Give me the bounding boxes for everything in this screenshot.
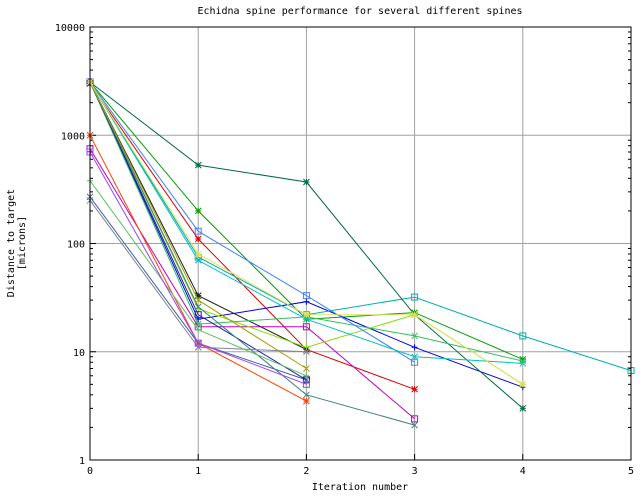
series-line (89, 151, 307, 385)
series-line (89, 81, 415, 363)
data-point (519, 380, 527, 388)
data-point (194, 207, 202, 215)
y-axis-label-line-2: [microns] (17, 216, 28, 270)
data-point (411, 353, 418, 361)
data-point (303, 348, 310, 356)
data-point (411, 421, 418, 429)
data-point (194, 256, 202, 264)
x-tick-label: 5 (628, 466, 634, 477)
data-point (303, 391, 310, 399)
data-point (303, 298, 310, 305)
data-point (302, 323, 310, 331)
x-tick-label: 0 (87, 466, 93, 477)
series-line (89, 81, 307, 381)
data-point (303, 311, 310, 319)
x-axis-label: Iteration number (312, 482, 408, 493)
series-line (89, 81, 415, 426)
y-tick-label: 100 (67, 240, 85, 251)
data-point (411, 385, 418, 393)
series-line (89, 148, 415, 420)
grid (89, 26, 632, 461)
data-point (195, 326, 202, 333)
data-point (411, 358, 419, 366)
data-point (411, 415, 419, 423)
data-point (194, 303, 202, 311)
y-tick-label: 1000 (61, 131, 85, 142)
data-point (303, 344, 310, 351)
x-tick-label: 1 (195, 466, 201, 477)
y-axis-label-line-1: Distance to target (6, 189, 17, 297)
data-point (194, 339, 202, 347)
series-line (89, 83, 415, 390)
series-1 (86, 80, 418, 393)
plot-frame (89, 26, 632, 461)
series-layer (86, 78, 635, 429)
data-point (303, 178, 310, 186)
series-line (89, 81, 632, 372)
data-point (411, 332, 418, 340)
y-tick-labels: 1 10 100 1000 10000 (55, 23, 85, 467)
chart-title: Echidna spine performance for several di… (197, 6, 522, 17)
data-point (194, 343, 202, 351)
data-point (194, 250, 202, 258)
y-tick-label: 10 (73, 348, 85, 359)
x-tick-labels: 0 1 2 3 4 5 (87, 466, 634, 477)
data-point (519, 360, 527, 367)
data-point (194, 161, 202, 169)
series-16 (86, 78, 418, 429)
data-point (194, 296, 202, 304)
series-19 (86, 78, 527, 388)
x-tick-label: 3 (412, 466, 418, 477)
data-point (194, 311, 202, 319)
data-point (411, 293, 419, 301)
data-point (303, 397, 310, 405)
data-point (411, 311, 418, 319)
x-tick-label: 2 (303, 466, 309, 477)
data-point (519, 332, 527, 340)
x-tick-label: 4 (520, 466, 526, 477)
data-point (302, 292, 310, 300)
data-point (411, 344, 418, 351)
data-point (303, 365, 310, 372)
y-tick-label: 1 (79, 456, 85, 467)
data-point (194, 235, 202, 243)
y-axis-label: Distance to target [microns] (6, 189, 28, 297)
y-tick-label: 10000 (55, 23, 85, 34)
data-point (303, 372, 310, 379)
data-point (519, 404, 527, 412)
data-point (194, 227, 202, 235)
data-point (302, 380, 310, 388)
